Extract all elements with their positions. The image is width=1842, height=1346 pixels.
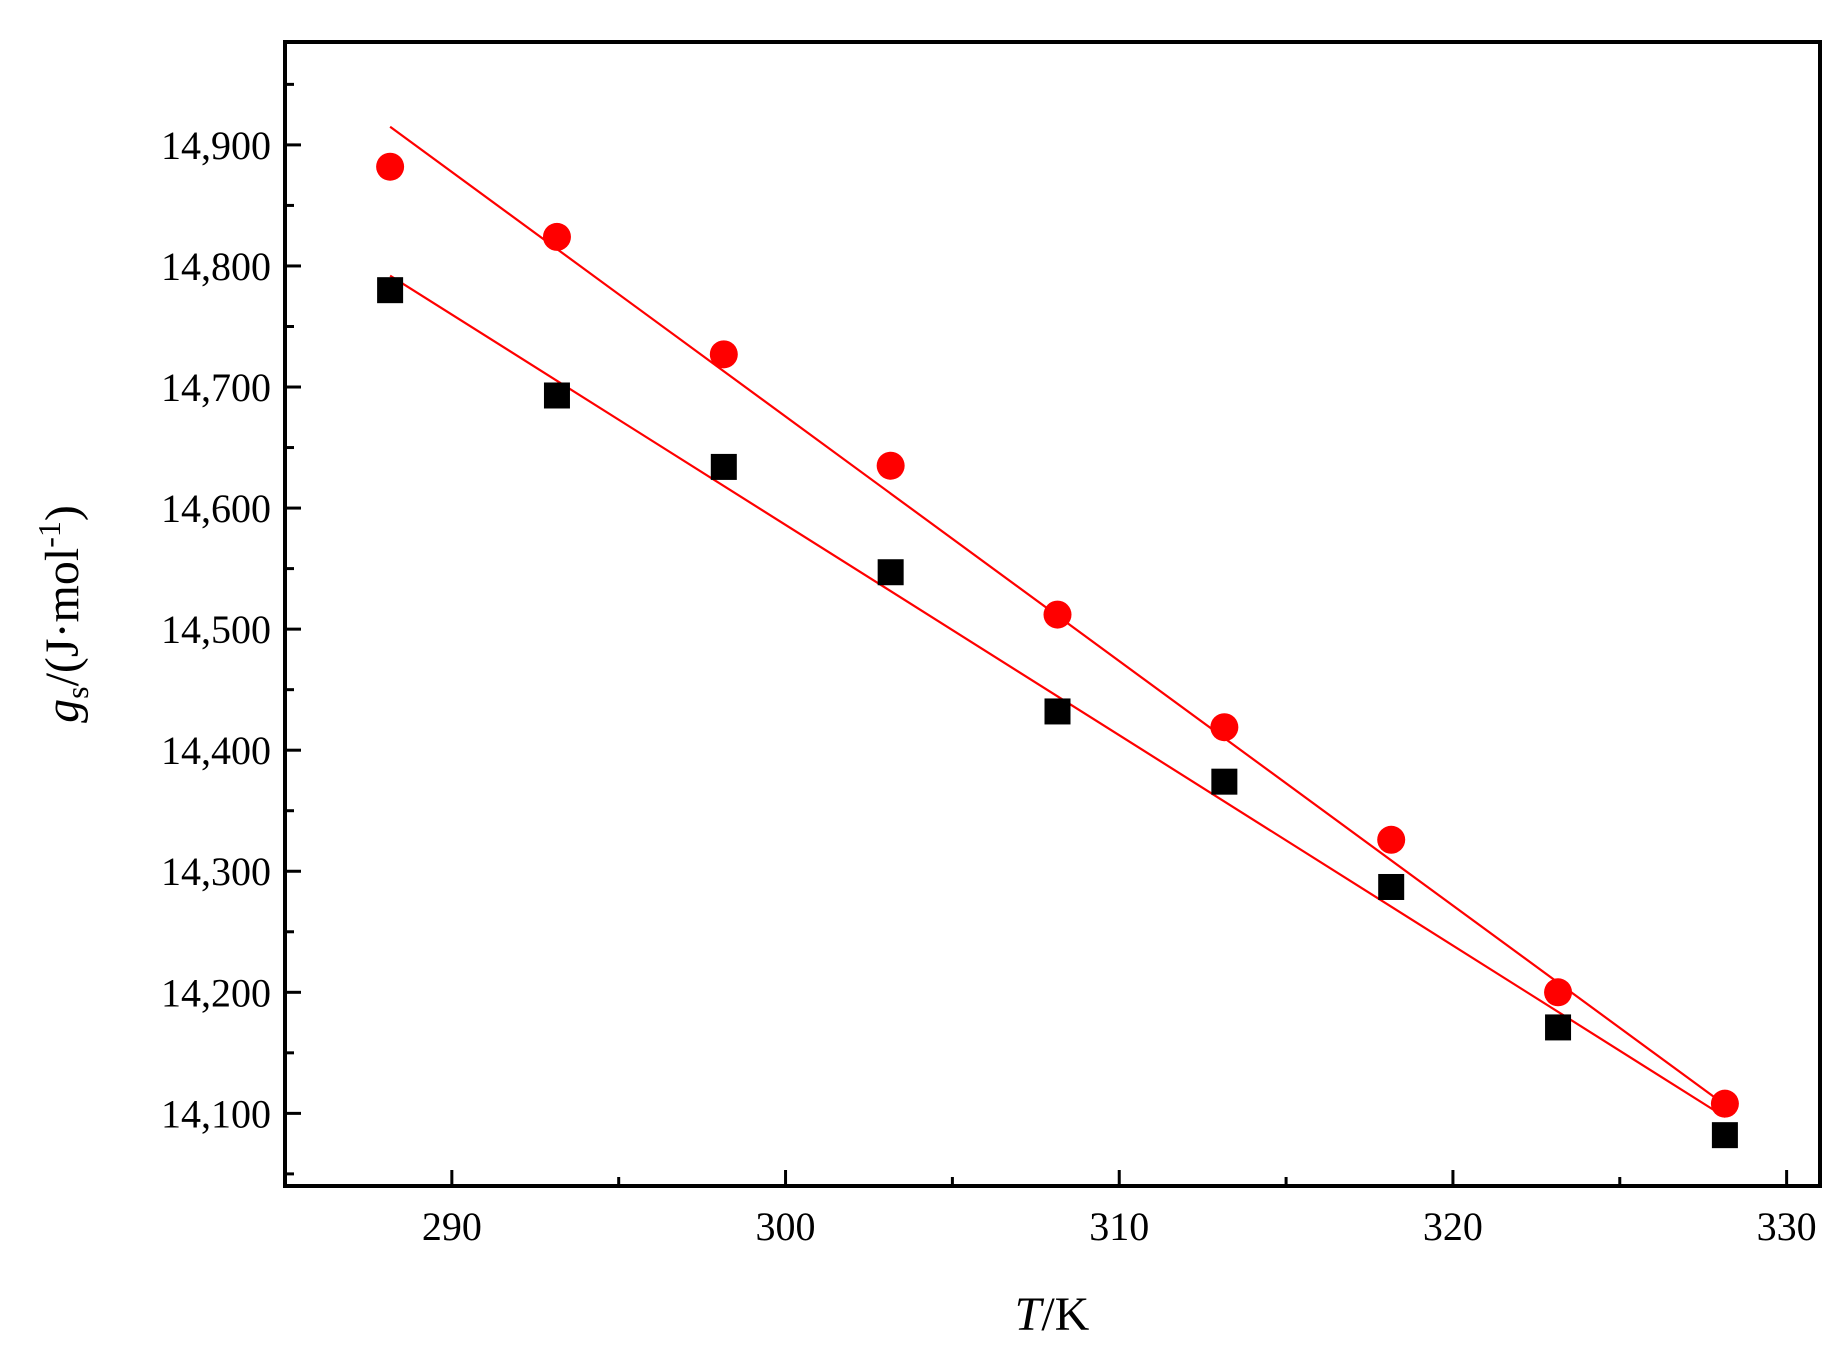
x-tick-label: 320 — [1423, 1204, 1483, 1249]
y-tick-label: 14,200 — [161, 970, 271, 1015]
x-axis-label: T/K — [1015, 1288, 1090, 1341]
x-axis-label-symbol: T — [1015, 1288, 1045, 1341]
y-tick-label: 14,300 — [161, 849, 271, 894]
y-tick-label: 14,500 — [161, 607, 271, 652]
y-tick-label: 14,100 — [161, 1091, 271, 1136]
y-tick-label: 14,800 — [161, 244, 271, 289]
data-point-square — [1378, 873, 1405, 900]
y-axis-label: gs/(J·mol-1) — [31, 505, 95, 723]
x-tick-label: 330 — [1757, 1204, 1817, 1249]
y-axis-label-subscript: s — [59, 686, 95, 698]
data-point-circle — [1377, 825, 1406, 854]
y-tick-label: 14,400 — [161, 728, 271, 773]
y-tick-label: 14,700 — [161, 365, 271, 410]
data-point-square — [710, 453, 737, 480]
data-point-square — [1545, 1014, 1572, 1041]
x-axis-ticks: 290 300 310 320 330 — [422, 1170, 1817, 1249]
plot-frame — [283, 40, 1822, 1188]
x-tick-label: 290 — [422, 1204, 482, 1249]
x-tick-label: 310 — [1089, 1204, 1149, 1249]
y-axis-label-symbol: g — [36, 699, 89, 723]
data-point-square — [1211, 768, 1238, 795]
data-point-square — [377, 277, 404, 304]
data-point-circle — [1043, 600, 1072, 629]
y-tick-label: 14,600 — [161, 486, 271, 531]
data-point-circle — [1544, 978, 1573, 1007]
y-axis-label-superscript: -1 — [31, 521, 67, 548]
data-point-circle — [1710, 1089, 1739, 1118]
data-point-square — [1044, 698, 1071, 725]
data-point-circle — [542, 222, 571, 251]
x-tick-label: 300 — [756, 1204, 816, 1249]
data-point-square — [1711, 1122, 1738, 1149]
fit-line-series-1 — [389, 274, 1726, 1118]
x-axis-label-unit: /K — [1041, 1288, 1089, 1341]
y-axis-ticks: 14,100 14,200 14,300 14,400 14,500 14,600 14,7… — [161, 82, 301, 1176]
y-tick-label: 14,900 — [161, 123, 271, 168]
data-markers — [376, 152, 1739, 1149]
data-point-circle — [1210, 713, 1239, 742]
y-axis-label-unit: /(J·mol — [36, 548, 89, 687]
data-point-square — [543, 382, 570, 409]
data-point-circle — [376, 152, 405, 181]
data-point-square — [877, 559, 904, 586]
y-axis-label-close: ) — [36, 505, 89, 521]
data-point-circle — [709, 340, 738, 369]
data-point-circle — [876, 451, 905, 480]
